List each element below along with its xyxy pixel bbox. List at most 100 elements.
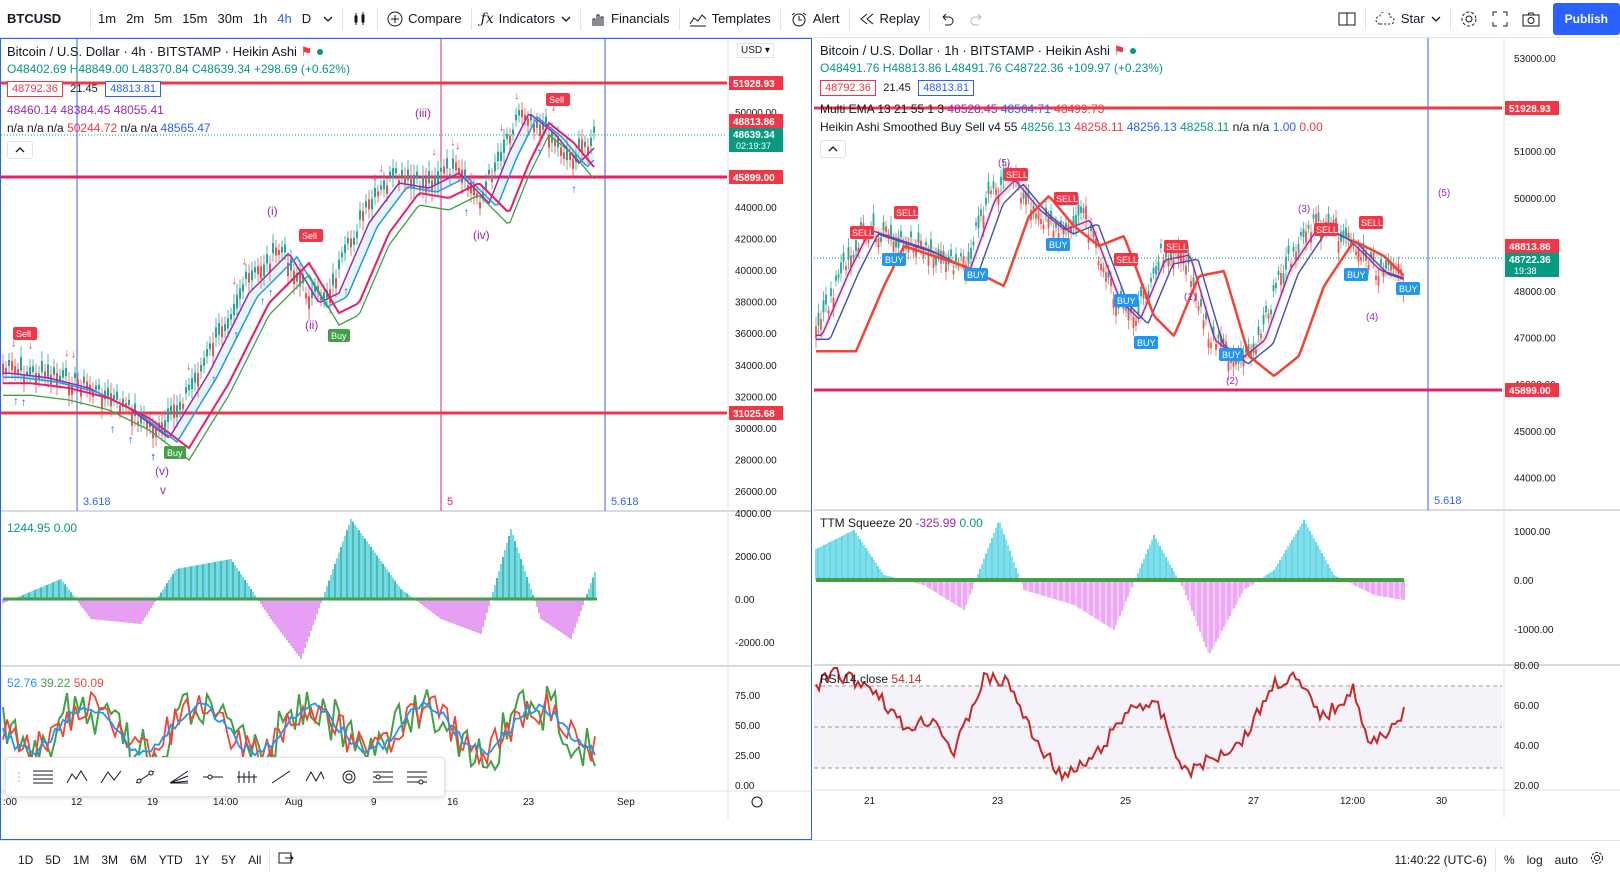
compare-button[interactable]: Compare [380, 0, 468, 38]
left-bid-box[interactable]: 48792.36 [7, 81, 63, 97]
range-all[interactable]: All [248, 852, 262, 867]
left-chart-panel[interactable]: 50000.0048000.0046000.0044000.0042000.00… [0, 38, 812, 840]
ema-fast-line [3, 113, 595, 439]
left-chart-canvas[interactable]: 50000.0048000.0046000.0044000.0042000.00… [1, 39, 811, 839]
currency-selector[interactable]: USD ▾ [737, 43, 774, 58]
interval-1m[interactable]: 1m [98, 11, 117, 26]
candle-body [545, 116, 547, 126]
long-position-tool[interactable] [366, 762, 400, 792]
right-chart-panel[interactable]: 53000.0052000.0051000.0050000.0049000.00… [814, 38, 1620, 840]
publish-button[interactable]: Publish [1552, 2, 1620, 35]
right-chart-canvas[interactable]: 53000.0052000.0051000.0050000.0049000.00… [814, 38, 1620, 840]
symbol-search[interactable]: BTCUSD [7, 11, 62, 26]
candle-body [380, 185, 382, 190]
buy-signal-label: Buy [331, 331, 347, 341]
goto-date-button[interactable] [272, 851, 300, 868]
range-3m[interactable]: 3M [101, 852, 119, 867]
candle-body [533, 124, 535, 133]
candle-body [1142, 290, 1145, 299]
buy-arrow-icon: ↑ [110, 423, 116, 435]
candle-body [1155, 266, 1157, 275]
candle-body [1275, 282, 1277, 289]
fan-tool[interactable] [162, 762, 196, 792]
clock-display[interactable]: 11:40:22 (UTC-6) [1394, 852, 1487, 867]
candle-body [840, 262, 842, 274]
candle-body [482, 191, 484, 198]
time-axis-label: Sep [617, 797, 635, 808]
wave-icon [66, 770, 88, 784]
gann-tool[interactable] [332, 762, 366, 792]
trend-line-tool[interactable] [128, 762, 162, 792]
range-5d[interactable]: 5D [45, 852, 61, 867]
chevron-down-icon [1431, 16, 1441, 22]
log-toggle[interactable]: log [1526, 852, 1543, 867]
undo-button[interactable] [932, 0, 962, 38]
range-5y[interactable]: 5Y [221, 852, 237, 867]
interval-D[interactable]: D [301, 11, 312, 26]
right-ask-box[interactable]: 48813.81 [918, 80, 974, 96]
elliott-wave-tool[interactable] [60, 762, 94, 792]
candle-body [338, 259, 340, 270]
collapse-legend-button[interactable] [7, 141, 33, 159]
candle-body [125, 402, 127, 408]
buy-arrow-icon: ↑ [536, 146, 542, 158]
percent-toggle[interactable]: % [1503, 852, 1515, 867]
fib-time-label: 5.618 [611, 496, 639, 508]
interval-2m[interactable]: 2m [126, 11, 145, 26]
left-ask-box[interactable]: 48813.81 [105, 81, 161, 97]
alert-button[interactable]: Alert [783, 0, 847, 38]
buy-signal-label: BUY [1137, 338, 1156, 348]
interval-5m[interactable]: 5m [154, 11, 173, 26]
ha-smoothed-band [816, 175, 1404, 366]
interval-1h[interactable]: 1h [252, 11, 268, 26]
candle-body [59, 375, 61, 382]
interval-dropdown[interactable] [316, 0, 340, 38]
candle-body [8, 360, 10, 367]
alarm-clock-icon [791, 12, 807, 26]
range-1y[interactable]: 1Y [194, 852, 210, 867]
redo-button[interactable] [962, 0, 992, 38]
settings-button[interactable] [1453, 0, 1485, 38]
horizontal-ray-tool[interactable] [196, 762, 230, 792]
right-bid-box[interactable]: 48792.36 [820, 80, 876, 96]
auto-toggle[interactable]: auto [1554, 852, 1578, 867]
left-indicator-2b: 50244.72 [67, 121, 118, 135]
sell-signal-label: SELL [1006, 170, 1028, 180]
pattern-tool[interactable] [298, 762, 332, 792]
layout-button[interactable] [1331, 0, 1363, 38]
collapse-legend-button[interactable] [820, 140, 846, 158]
replay-button[interactable]: Replay [852, 0, 927, 38]
templates-button[interactable]: Templates [682, 0, 778, 38]
candle-body [1347, 232, 1350, 241]
candle-body [227, 318, 229, 329]
line-tool[interactable] [264, 762, 298, 792]
fib-tool[interactable] [26, 762, 60, 792]
financials-button[interactable]: Financials [583, 0, 677, 38]
candle-body [167, 408, 169, 422]
snapshot-button[interactable] [1515, 0, 1547, 38]
measure-tool[interactable] [400, 762, 434, 792]
drag-handle[interactable]: ⋮ [13, 770, 25, 784]
abc-wave-tool[interactable] [94, 762, 128, 792]
candle-body [1177, 246, 1180, 260]
interval-4h[interactable]: 4h [277, 11, 292, 26]
interval-30m[interactable]: 30m [217, 11, 243, 26]
range-1d[interactable]: 1D [18, 852, 34, 867]
fullscreen-button[interactable] [1485, 0, 1515, 38]
chart-settings-button[interactable] [1584, 851, 1610, 868]
candle-body [1382, 269, 1385, 277]
timer-label: 19:38 [1514, 266, 1537, 276]
buy-arrow-icon: ↑ [211, 374, 217, 386]
indicators-button[interactable]: ƒx Indicators [474, 0, 578, 38]
chart-type-button[interactable] [345, 0, 375, 38]
dot-icon: ● [315, 43, 325, 59]
range-ytd[interactable]: YTD [158, 852, 183, 867]
interval-15m[interactable]: 15m [182, 11, 208, 26]
star-button[interactable]: Star [1368, 0, 1448, 38]
candle-body [1250, 350, 1252, 359]
pitchfork-tool[interactable] [230, 762, 264, 792]
candle-body [413, 174, 415, 188]
range-6m[interactable]: 6M [130, 852, 147, 867]
candle-body [1182, 255, 1185, 264]
range-1m[interactable]: 1M [72, 852, 90, 867]
